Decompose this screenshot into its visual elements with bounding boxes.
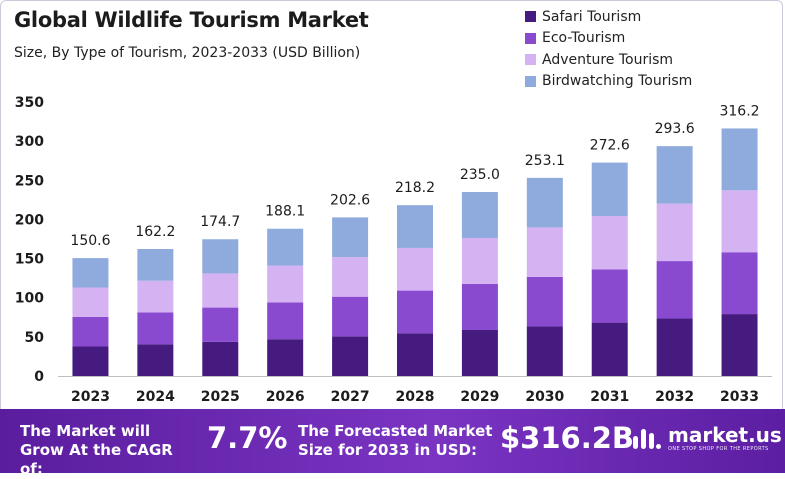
y-tick-label: 300	[15, 134, 44, 150]
legend-swatch-adventure	[525, 54, 536, 66]
stacked-bar-chart: 0 50 100 150 200 250 300 350 150.6 2023 162.2 2024 1…	[15, 95, 772, 405]
x-tick-label: 2033	[720, 389, 759, 405]
market-us-logo-icon	[633, 429, 661, 449]
bar-segment-safari-tourism-2023	[72, 346, 109, 376]
legend-item-birdwatching: Birdwatching Tourism	[525, 71, 692, 93]
legend-swatch-birdwatching	[525, 75, 536, 87]
chart-subtitle: Size, By Type of Tourism, 2023-2033 (USD…	[14, 45, 361, 61]
bar-segment-safari-tourism-2026	[267, 339, 304, 376]
bar-segment-safari-tourism-2030	[526, 326, 563, 376]
bar-total-label: 253.1	[525, 153, 565, 169]
bar-segment-adventure-tourism-2026	[267, 265, 304, 303]
bar-segment-safari-tourism-2031	[591, 322, 628, 376]
x-tick-label: 2023	[71, 389, 110, 405]
bar-segment-adventure-tourism-2028	[397, 247, 433, 291]
legend-swatch-safari	[525, 11, 536, 23]
bar-segment-adventure-tourism-2025	[202, 273, 239, 308]
bar-segment-birdwatching-tourism-2030	[526, 177, 563, 228]
cagr-value: 7.7%	[207, 421, 288, 455]
legend-swatch-eco	[525, 32, 536, 44]
bar-segment-birdwatching-tourism-2032	[656, 146, 693, 204]
cagr-label: The Market will Grow At the CAGR of:	[20, 422, 173, 478]
forecast-value: $316.2B	[500, 421, 635, 455]
legend-label-birdwatching: Birdwatching Tourism	[542, 73, 693, 90]
bar-segment-safari-tourism-2029	[461, 329, 498, 376]
y-tick-label: 250	[15, 173, 44, 189]
legend-label-adventure: Adventure Tourism	[542, 51, 674, 68]
bar-segment-adventure-tourism-2029	[461, 237, 498, 285]
bar-segment-birdwatching-tourism-2029	[461, 192, 498, 238]
forecast-label: The Forecasted Market Size for 2033 in U…	[298, 422, 493, 459]
bar-total-label: 235.0	[460, 167, 500, 183]
x-tick-label: 2024	[136, 389, 175, 405]
bar-segment-birdwatching-tourism-2023	[72, 258, 109, 288]
bar-segment-birdwatching-tourism-2024	[137, 249, 174, 281]
bar-total-label: 272.6	[590, 138, 630, 154]
bar-segment-safari-tourism-2024	[137, 344, 174, 376]
x-tick-label: 2028	[396, 389, 435, 405]
chart-title: Global Wildlife Tourism Market	[14, 8, 369, 32]
y-tick-label: 200	[15, 212, 44, 228]
bar-segment-eco-tourism-2033	[721, 252, 758, 315]
x-tick-label: 2032	[655, 389, 694, 405]
bar-segment-adventure-tourism-2027	[332, 257, 369, 297]
bar-total-label: 293.6	[655, 121, 695, 137]
x-tick-label: 2025	[201, 389, 240, 405]
y-tick-label: 0	[34, 369, 44, 385]
bar-segment-birdwatching-tourism-2033	[721, 128, 758, 191]
bar-segment-birdwatching-tourism-2028	[397, 205, 433, 248]
x-tick-label: 2026	[266, 389, 305, 405]
bar-total-label: 316.2	[719, 103, 759, 119]
x-tick-label: 2027	[331, 389, 370, 405]
brand-name: market.us	[668, 423, 782, 447]
y-tick-label: 50	[25, 330, 45, 346]
bar-segment-eco-tourism-2031	[591, 269, 628, 323]
bar-segment-eco-tourism-2023	[72, 316, 109, 347]
bar-segment-adventure-tourism-2023	[72, 287, 109, 317]
legend-item-safari: Safari Tourism	[525, 6, 692, 28]
bar-segment-adventure-tourism-2024	[137, 280, 174, 313]
bar-segment-eco-tourism-2030	[526, 276, 563, 327]
bar-segment-safari-tourism-2025	[202, 341, 239, 376]
bar-total-label: 162.2	[135, 224, 175, 240]
bar-segment-adventure-tourism-2031	[591, 215, 628, 270]
bar-segment-safari-tourism-2032	[656, 318, 693, 376]
bar-total-label: 150.6	[70, 233, 110, 249]
y-tick-label: 100	[15, 291, 44, 307]
x-tick-label: 2030	[525, 389, 564, 405]
legend-label-eco: Eco-Tourism	[542, 30, 626, 47]
bar-segment-adventure-tourism-2032	[656, 203, 693, 262]
bar-total-label: 174.7	[200, 214, 240, 230]
bar-segment-birdwatching-tourism-2025	[202, 239, 239, 274]
x-tick-label: 2029	[460, 389, 499, 405]
bar-total-label: 218.2	[395, 180, 435, 196]
bar-segment-safari-tourism-2027	[332, 336, 369, 376]
bar-segment-eco-tourism-2024	[137, 312, 174, 345]
bar-segment-safari-tourism-2028	[397, 333, 433, 376]
legend: Safari Tourism Eco-Tourism Adventure Tou…	[525, 6, 692, 92]
bar-segment-birdwatching-tourism-2031	[591, 162, 628, 216]
bar-total-label: 202.6	[330, 192, 370, 208]
bar-segment-birdwatching-tourism-2026	[267, 228, 304, 266]
x-tick-label: 2031	[590, 389, 629, 405]
bar-segment-eco-tourism-2028	[397, 290, 433, 334]
legend-item-adventure: Adventure Tourism	[525, 49, 692, 71]
brand-tagline: ONE STOP SHOP FOR THE REPORTS	[668, 446, 769, 452]
bar-segment-eco-tourism-2032	[656, 261, 693, 319]
bar-segment-safari-tourism-2033	[721, 314, 758, 376]
bar-total-label: 188.1	[265, 204, 305, 220]
bar-segment-eco-tourism-2025	[202, 307, 239, 342]
bar-segment-eco-tourism-2026	[267, 302, 304, 340]
bar-segment-eco-tourism-2029	[461, 284, 498, 330]
bar-segment-birdwatching-tourism-2027	[332, 217, 369, 258]
bar-segment-eco-tourism-2027	[332, 296, 369, 337]
bar-segment-adventure-tourism-2030	[526, 227, 563, 277]
legend-label-safari: Safari Tourism	[542, 8, 642, 25]
legend-item-eco: Eco-Tourism	[525, 28, 692, 50]
brand-logo: market.us ONE STOP SHOP FOR THE REPORTS	[632, 424, 782, 452]
bar-segment-adventure-tourism-2033	[721, 190, 758, 253]
y-tick-label: 150	[15, 252, 44, 268]
y-tick-label: 350	[15, 95, 44, 111]
footer-banner: The Market will Grow At the CAGR of: 7.7…	[0, 409, 785, 478]
